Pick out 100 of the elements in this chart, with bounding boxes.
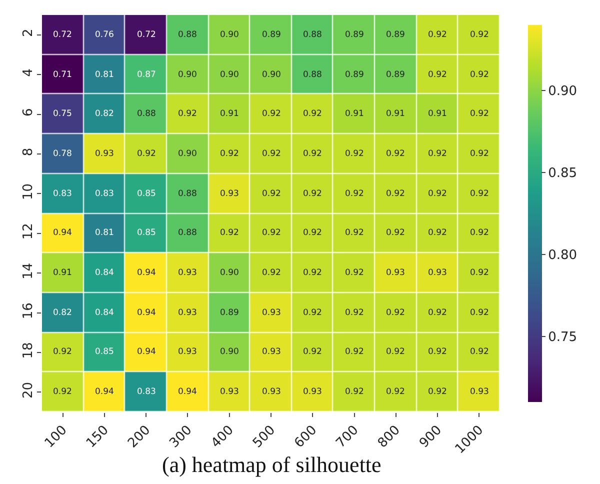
data-label: 0.72 bbox=[53, 30, 72, 40]
data-label: 0.93 bbox=[470, 387, 489, 397]
data-label: 0.84 bbox=[95, 268, 114, 278]
text: (a) heatmap of silhouette bbox=[162, 452, 382, 477]
data-label: 0.94 bbox=[137, 347, 156, 357]
x-tick-label: 150 bbox=[84, 422, 112, 452]
data-label: 0.89 bbox=[345, 70, 364, 80]
y-tick-label: 2 bbox=[20, 28, 36, 38]
data-label: 0.93 bbox=[95, 149, 114, 159]
data-label: 0.92 bbox=[428, 149, 447, 159]
data-label: 0.93 bbox=[178, 308, 197, 318]
data-label: 0.81 bbox=[95, 70, 114, 80]
data-label: 0.92 bbox=[386, 149, 405, 159]
data-label: 0.90 bbox=[220, 268, 239, 278]
data-label: 0.83 bbox=[95, 189, 114, 199]
data-label: 0.76 bbox=[95, 30, 114, 40]
x-tick-label: 500 bbox=[250, 422, 278, 452]
y-tick-label: 4 bbox=[20, 68, 36, 77]
data-label: 0.75 bbox=[53, 109, 72, 119]
data-label: 0.92 bbox=[262, 149, 281, 159]
data-label: 0.93 bbox=[220, 387, 239, 397]
y-tick-label: 16 bbox=[20, 302, 36, 320]
data-label: 0.88 bbox=[178, 30, 197, 40]
data-label: 0.92 bbox=[428, 189, 447, 199]
data-label: 0.90 bbox=[262, 70, 281, 80]
data-label: 0.92 bbox=[428, 228, 447, 238]
data-label: 0.91 bbox=[428, 109, 447, 119]
data-label: 0.92 bbox=[303, 268, 322, 278]
data-label: 0.92 bbox=[470, 189, 489, 199]
data-label: 0.92 bbox=[303, 189, 322, 199]
data-label: 0.89 bbox=[262, 30, 281, 40]
data-label: 0.85 bbox=[137, 189, 156, 199]
data-label: 0.91 bbox=[220, 109, 239, 119]
data-label: 0.82 bbox=[95, 109, 114, 119]
data-label: 0.93 bbox=[303, 387, 322, 397]
data-label: 0.88 bbox=[303, 30, 322, 40]
data-label: 0.89 bbox=[345, 30, 364, 40]
y-tick-label: 6 bbox=[20, 108, 36, 116]
data-label: 0.94 bbox=[137, 308, 156, 318]
data-label: 0.92 bbox=[386, 228, 405, 238]
data-label: 0.92 bbox=[53, 347, 72, 357]
data-label: 0.93 bbox=[220, 189, 239, 199]
data-label: 0.92 bbox=[345, 347, 364, 357]
data-label: 0.81 bbox=[95, 228, 114, 238]
color-bar-label: 0.90 bbox=[548, 84, 578, 100]
data-label: 0.89 bbox=[220, 308, 239, 318]
data-label: 0.90 bbox=[220, 347, 239, 357]
data-label: 0.92 bbox=[345, 149, 364, 159]
color-bar-label: 0.75 bbox=[548, 330, 578, 345]
data-label: 0.82 bbox=[53, 308, 72, 318]
data-label: 0.90 bbox=[220, 70, 239, 80]
data-label: 0.93 bbox=[428, 268, 447, 278]
data-label: 0.78 bbox=[53, 149, 72, 159]
data-label: 0.90 bbox=[178, 149, 197, 159]
data-label: 0.92 bbox=[470, 109, 489, 119]
data-label: 0.92 bbox=[470, 149, 489, 159]
data-label: 0.88 bbox=[303, 70, 322, 80]
data-label: 0.94 bbox=[178, 387, 197, 397]
data-label: 0.92 bbox=[262, 268, 281, 278]
data-label: 0.92 bbox=[386, 189, 405, 199]
x-tick-label: 100 bbox=[42, 422, 70, 452]
y-tick-label: 10 bbox=[20, 183, 36, 200]
x-tick-label: 400 bbox=[208, 422, 237, 452]
y-tick-label: 12 bbox=[20, 223, 36, 240]
data-label: 0.92 bbox=[303, 308, 322, 318]
color-bar-label: 0.80 bbox=[548, 248, 578, 264]
data-label: 0.92 bbox=[220, 228, 239, 238]
data-label: 0.83 bbox=[53, 189, 72, 199]
data-label: 0.92 bbox=[386, 347, 405, 357]
data-label: 0.93 bbox=[262, 308, 281, 318]
data-label: 0.92 bbox=[428, 30, 447, 40]
data-label: 0.92 bbox=[386, 387, 405, 397]
data-label: 0.91 bbox=[345, 109, 364, 119]
data-label: 0.85 bbox=[137, 228, 156, 238]
data-label: 0.93 bbox=[178, 268, 197, 278]
data-label: 0.90 bbox=[178, 70, 197, 80]
data-label: 0.92 bbox=[345, 308, 364, 318]
data-label: 0.92 bbox=[220, 149, 239, 159]
x-tick-label: 600 bbox=[292, 422, 320, 452]
data-label: 0.85 bbox=[95, 347, 114, 357]
data-label: 0.93 bbox=[386, 268, 405, 278]
data-label: 0.93 bbox=[262, 347, 281, 357]
data-label: 0.92 bbox=[428, 70, 447, 80]
x-tick-label: 300 bbox=[166, 422, 196, 452]
data-label: 0.92 bbox=[303, 109, 322, 119]
data-label: 0.89 bbox=[386, 70, 405, 80]
data-label: 0.94 bbox=[53, 228, 72, 238]
data-label: 0.92 bbox=[428, 387, 447, 397]
data-label: 0.88 bbox=[178, 228, 197, 238]
data-label: 0.92 bbox=[53, 387, 72, 397]
data-label: 0.89 bbox=[386, 30, 405, 40]
data-label: 0.92 bbox=[262, 228, 281, 238]
data-label: 0.92 bbox=[137, 149, 156, 159]
data-label: 0.92 bbox=[345, 228, 364, 238]
data-label: 0.92 bbox=[470, 228, 489, 238]
data-label: 0.92 bbox=[262, 109, 281, 119]
x-tick-label: 900 bbox=[416, 422, 445, 452]
data-label: 0.92 bbox=[470, 70, 489, 80]
data-label: 0.88 bbox=[137, 109, 156, 119]
data-label: 0.92 bbox=[470, 347, 489, 357]
